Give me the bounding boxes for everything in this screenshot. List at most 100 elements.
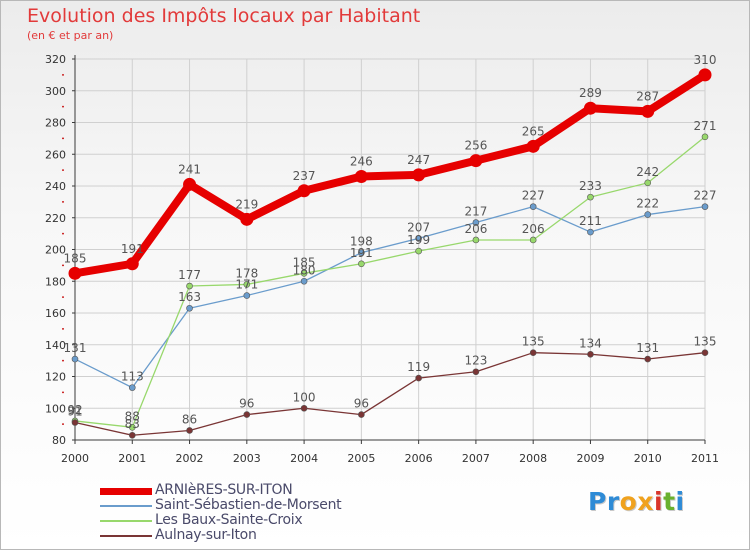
y-tick-label: 240 [45,180,66,193]
data-labels: 131 113 163 171 180 198 207 217 227 211 222 227 92 88… [64,53,717,431]
data-point [415,235,422,242]
x-tick-label: 2009 [576,452,604,465]
x-tick-label: 2006 [405,452,433,465]
series-line-3 [74,352,706,436]
data-point [125,257,139,271]
data-point [358,249,365,256]
data-point [472,368,480,376]
data-label: 134 [579,336,602,350]
data-point [183,177,197,191]
legend-label: Saint-Sébastien-de-Morsent [155,497,342,513]
data-label: 88 [125,409,140,423]
data-point [529,203,537,210]
x-tick-label: 2003 [233,452,261,465]
data-label: 163 [178,290,201,304]
data-point [469,154,483,168]
data-label: 180 [293,263,316,277]
x-tick-label: 2005 [347,452,375,465]
data-point [412,168,426,182]
data-label: 135 [522,335,545,349]
data-label: 191 [121,242,144,256]
axes: 80 100 120 140 160 180 200 220 240 260 280 300 320 20… [45,53,719,465]
data-label: 177 [178,268,201,282]
data-point [128,431,136,439]
y-tick-label: 180 [45,275,66,288]
data-point [128,423,136,431]
data-label: 310 [694,53,717,67]
x-tick-label: 2010 [634,452,662,465]
data-point [529,349,537,356]
series-line-1 [74,205,706,389]
logo-letter: x [637,487,654,516]
data-point [71,419,79,426]
y-tick-label: 200 [45,244,66,257]
data-point [240,212,254,226]
logo-letter: r [606,487,620,516]
legend-label: Aulnay-sur-Iton [155,527,257,543]
data-label: 198 [350,235,373,249]
x-tick-label: 2001 [118,452,146,465]
data-point [358,411,365,418]
y-tick-label: 220 [45,212,66,225]
data-point [472,236,480,244]
data-label: 86 [182,412,197,426]
data-point [297,184,311,198]
y-tick-label: 160 [45,307,66,320]
data-point [71,355,79,363]
data-label: 227 [694,189,717,203]
data-point [186,304,193,312]
data-label: 113 [121,370,144,384]
chart-subtitle: (en € et par an) [27,29,114,42]
x-tick-label: 2007 [462,452,490,465]
data-label: 119 [407,360,430,374]
data-point [243,292,251,299]
proxiti-logo: Proxiti [588,487,685,516]
data-point [701,203,709,210]
y-tick-label: 300 [45,85,66,98]
data-label: 222 [636,197,659,211]
data-point [583,101,597,115]
data-point [472,219,480,226]
data-point [186,282,193,290]
data-label: 237 [293,169,316,183]
y-tick-label: 80 [52,434,66,447]
logo-letter: i [654,487,664,516]
data-point [186,427,193,434]
y-tick-label: 260 [45,148,66,161]
data-point [641,104,655,118]
data-label: 135 [694,335,717,349]
logo-letter: o [619,487,638,516]
data-label: 191 [350,246,373,260]
legend-swatch [100,505,152,507]
y-tick-label: 100 [45,402,66,415]
data-label: 287 [636,89,659,103]
data-point [358,260,365,268]
data-label: 256 [464,139,487,153]
x-tick-label: 2002 [176,452,204,465]
data-label: 265 [522,124,545,138]
data-point [701,349,709,356]
data-label: 227 [522,189,545,203]
data-label: 241 [178,162,201,176]
data-point [68,266,82,280]
series-lines [71,70,709,436]
x-tick-label: 2000 [61,452,89,465]
logo-letter: P [588,487,607,516]
data-label: 242 [636,165,659,179]
series-line-0 [71,70,709,278]
legend-swatch [100,487,152,495]
data-label: 96 [354,397,369,411]
data-point [644,355,652,363]
data-point [701,133,709,141]
y-tick-label: 120 [45,371,66,384]
data-label: 211 [579,214,602,228]
data-label: 171 [235,278,258,292]
data-point [243,411,251,418]
x-tick-label: 2004 [290,452,318,465]
data-label: 131 [636,341,659,355]
data-label: 96 [239,397,254,411]
data-label: 92 [67,403,82,417]
data-label: 185 [293,255,316,269]
data-label: 131 [64,341,87,355]
